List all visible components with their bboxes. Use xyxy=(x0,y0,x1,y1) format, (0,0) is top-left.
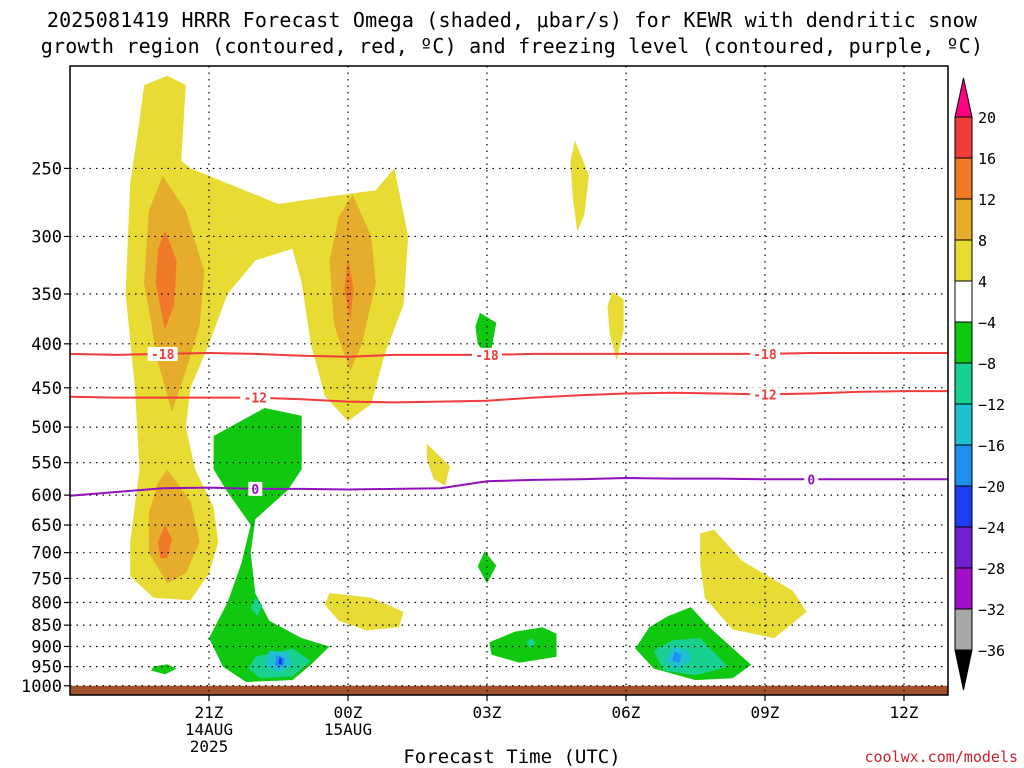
y-tick-label-600: 600 xyxy=(31,486,62,506)
colorbar-label-6: −8 xyxy=(978,355,996,373)
contour--18-label-0: -18 xyxy=(151,348,175,363)
y-tick-label-950: 950 xyxy=(31,658,62,678)
contour-0-label-bg-0 xyxy=(248,481,263,496)
colorbar-swatch-8 xyxy=(954,444,973,487)
y-tick-label-450: 450 xyxy=(31,379,62,399)
omega-region-3 xyxy=(155,230,177,330)
x-tick-label-00Z: 00Z xyxy=(334,703,363,722)
contour--12-line xyxy=(70,390,948,404)
contour--18-label-2: -18 xyxy=(753,348,777,363)
omega-region-8 xyxy=(607,291,624,361)
omega-region-21 xyxy=(526,638,536,649)
colorbar-label-1: 16 xyxy=(978,150,996,168)
colorbar-swatch-11 xyxy=(954,567,973,610)
y-tick-label-300: 300 xyxy=(31,227,62,247)
colorbar-top-arrow xyxy=(954,77,973,118)
omega-region-4 xyxy=(158,525,172,558)
colorbar-label-8: −16 xyxy=(978,437,1005,455)
colorbar-swatch-10 xyxy=(954,526,973,569)
omega-region-17 xyxy=(151,664,177,675)
colorbar-label-5: −4 xyxy=(978,314,996,332)
colorbar-swatch-2 xyxy=(954,198,973,241)
colorbar-swatch-1 xyxy=(954,157,973,200)
contour--18-line xyxy=(70,351,948,358)
omega-region-9 xyxy=(426,443,450,486)
contour--18-label-bg-1 xyxy=(471,347,502,362)
contour--12-label-0: -12 xyxy=(244,392,267,407)
colorbar-swatch-6 xyxy=(954,362,973,405)
contour-0-label-bg-1 xyxy=(804,472,819,487)
omega-region-6 xyxy=(344,258,354,320)
x-tick-year-21Z: 2025 xyxy=(190,737,229,756)
y-tick-label-750: 750 xyxy=(31,569,62,589)
contour--12-label-bg-1 xyxy=(749,387,780,402)
y-tick-label-650: 650 xyxy=(31,516,62,536)
omega-region-0 xyxy=(125,75,409,601)
contour--18-label-bg-0 xyxy=(147,346,178,361)
x-tick-label-03Z: 03Z xyxy=(473,703,502,722)
colorbar-label-3: 8 xyxy=(978,232,987,250)
colorbar-swatch-0 xyxy=(954,116,973,159)
y-tick-label-350: 350 xyxy=(31,285,62,305)
omega-region-12 xyxy=(209,408,330,682)
chart-title-line-1: 2025081419 HRRR Forecast Omega (shaded, … xyxy=(46,8,978,32)
contour-0-label-0: 0 xyxy=(251,483,259,498)
source-credit[interactable]: coolwx.com/models xyxy=(864,748,1018,766)
colorbar-label-11: −28 xyxy=(978,560,1005,578)
plot-area xyxy=(70,66,948,695)
ground-surface xyxy=(70,685,948,695)
colorbar-label-0: 20 xyxy=(978,109,996,127)
contour--12-label-bg-0 xyxy=(240,390,271,405)
plot-frame xyxy=(69,65,949,696)
y-tick-label-850: 850 xyxy=(31,616,62,636)
omega-region-7 xyxy=(570,140,589,232)
x-tick-label-21Z: 21Z xyxy=(195,703,224,722)
y-tick-label-250: 250 xyxy=(31,159,62,179)
colorbar-swatch-7 xyxy=(954,403,973,446)
y-tick-label-700: 700 xyxy=(31,544,62,564)
contour--12-label-1: -12 xyxy=(753,388,776,403)
omega-region-25 xyxy=(672,651,682,663)
contour-0-label-1: 0 xyxy=(807,473,815,488)
omega-region-15 xyxy=(489,627,557,663)
colorbar-label-7: −12 xyxy=(978,396,1005,414)
colorbar-label-4: 4 xyxy=(978,273,987,291)
colorbar-swatch-5 xyxy=(954,321,973,364)
y-tick-label-900: 900 xyxy=(31,637,62,657)
y-tick-label-500: 500 xyxy=(31,418,62,438)
colorbar-swatch-3 xyxy=(954,239,973,282)
contour--18-label-bg-2 xyxy=(749,346,780,361)
omega-region-13 xyxy=(475,312,497,358)
contour--18-label-1: -18 xyxy=(475,349,499,364)
colorbar-label-2: 12 xyxy=(978,191,996,209)
colorbar-swatch-9 xyxy=(954,485,973,528)
x-tick-label-09Z: 09Z xyxy=(751,703,780,722)
omega-region-26 xyxy=(278,656,283,665)
plot-content: -18 -18 -18 -12 -12 0 0 xyxy=(70,66,948,695)
omega-region-5 xyxy=(329,194,376,371)
colorbar-label-12: −32 xyxy=(978,601,1005,619)
contour-0-line xyxy=(70,476,948,497)
colorbar-label-10: −24 xyxy=(978,519,1005,537)
omega-region-11 xyxy=(700,529,807,639)
x-tick-label-06Z: 06Z xyxy=(612,703,641,722)
x-tick-label-12Z: 12Z xyxy=(890,703,919,722)
colorbar-swatch-12 xyxy=(954,608,973,651)
x-axis-label: Forecast Time (UTC) xyxy=(403,746,621,768)
chart-title-line-2: growth region (contoured, red, ºC) and f… xyxy=(40,34,984,58)
y-tick-label-400: 400 xyxy=(31,335,62,355)
y-tick-label-1000: 1000 xyxy=(21,677,62,697)
colorbar-label-9: −20 xyxy=(978,478,1005,496)
colorbar-bottom-arrow xyxy=(954,649,973,691)
colorbar-swatch-4 xyxy=(954,280,973,323)
colorbar-label-13: −36 xyxy=(978,642,1005,660)
x-tick-date-21Z: 14AUG xyxy=(185,720,233,739)
x-tick-date-00Z: 15AUG xyxy=(324,720,372,739)
y-tick-label-800: 800 xyxy=(31,594,62,614)
y-tick-label-550: 550 xyxy=(31,454,62,474)
